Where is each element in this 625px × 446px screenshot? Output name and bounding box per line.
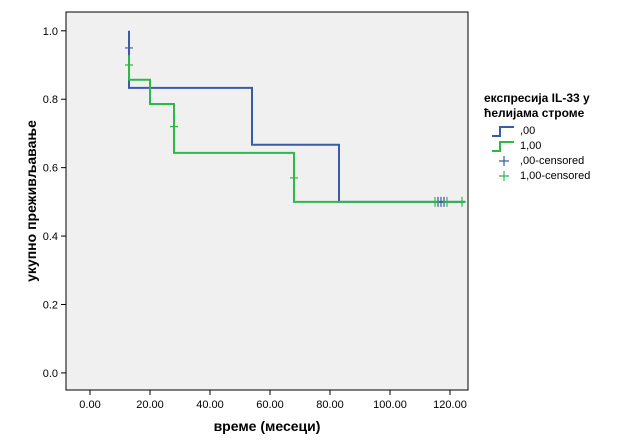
censor-mark-1 (290, 172, 298, 183)
x-tick-label: 80.00 (316, 399, 344, 411)
censor-mark-1 (443, 196, 451, 207)
x-tick-label: 0.00 (79, 399, 100, 411)
y-tick-label: 0.4 (43, 231, 58, 243)
legend-title: експресија IL-33 у ћелијама строме (484, 91, 624, 121)
y-tick-label: 1.0 (43, 26, 58, 38)
legend-title-line-2: ћелијама строме (484, 106, 585, 120)
y-tick-label: 0.6 (43, 163, 58, 175)
plus-icon (499, 171, 509, 181)
x-tick-label: 60.00 (256, 399, 284, 411)
y-tick-label: 0.2 (43, 299, 58, 311)
censor-mark-1 (431, 196, 439, 207)
x-tick-label: 120.00 (433, 399, 467, 411)
censor-marks (125, 42, 466, 207)
plus-icon (499, 156, 509, 166)
legend-step-icon (492, 126, 514, 137)
legend-title-line-1: експресија IL-33 у (484, 91, 590, 105)
y-tick-label: 0.0 (43, 368, 58, 380)
survival-line-1 (128, 55, 465, 203)
legend-label: 1,00 (520, 140, 542, 152)
x-axis-title: време (месеци) (214, 418, 321, 434)
legend-label: ,00 (520, 125, 536, 137)
y-tick-label: 0.8 (43, 94, 58, 106)
series-layer (128, 30, 465, 203)
censor-mark-1 (458, 196, 466, 207)
censor-mark-0 (125, 42, 133, 53)
censor-mark-1 (125, 60, 133, 71)
x-tick-label: 20.00 (136, 399, 164, 411)
x-tick-label: 100.00 (373, 399, 407, 411)
legend-label: 1,00-censored (520, 170, 591, 182)
x-tick-label: 40.00 (196, 399, 224, 411)
legend-label: ,00-censored (520, 155, 585, 167)
censor-mark-1 (170, 121, 178, 132)
legend-step-icon (492, 141, 514, 152)
axis-ticks: 0.00 20.00 40.00 60.00 80.00 100.00 120.00 0.0 0… (43, 26, 467, 411)
y-axis-title: укупно преживљавање (23, 120, 39, 282)
